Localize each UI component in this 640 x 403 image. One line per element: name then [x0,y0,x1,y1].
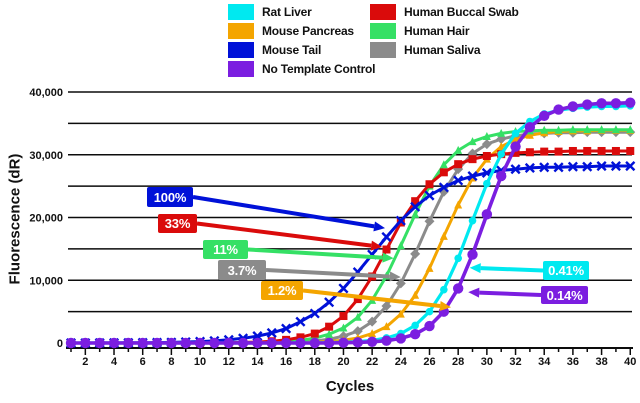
x-tick-label: 12 [223,356,235,368]
legend-label: Human Hair [404,24,470,38]
legend-swatch-rat-liver [228,4,254,20]
annotation-label-0-41-: 0.41% [543,261,589,280]
x-tick-label: 36 [567,356,579,368]
x-tick-label: 20 [337,356,349,368]
annotation-arrow-100- [192,195,375,229]
x-axis: 2 4 6 8 10 12 14 16 18 20 22 24 26 28 30 32 34 36 38 40 [66,347,636,368]
x-tick-label: 2 [82,356,88,368]
y-axis-title: Fluorescence (dR) [6,153,24,285]
legend-label: Rat Liver [262,5,312,19]
y-tick-label: 20,000 [29,213,63,225]
legend-item-mouse-tail: Mouse Tail [228,42,375,58]
legend-swatch-no-template-control [228,61,254,77]
legend-swatch-human-buccal-swab [370,4,396,20]
x-tick-label: 38 [595,356,607,368]
legend-item-mouse-pancreas: Mouse Pancreas [228,23,375,39]
x-tick-label: 30 [481,356,493,368]
x-tick-label: 18 [309,356,321,368]
x-tick-label: 10 [194,356,206,368]
annotation-label-100-: 100% [147,187,193,207]
annotation-label-1-2-: 1.2% [261,281,303,300]
x-tick-label: 6 [140,356,146,368]
x-tick-label: 32 [509,356,521,368]
x-tick-label: 26 [423,356,435,368]
annotation-arrow-33- [196,221,372,248]
annotation-arrow-0-14- [479,290,542,297]
legend-label: No Template Control [262,62,376,76]
annotation-label-0-14-: 0.14% [541,286,588,304]
legend-swatch-mouse-tail [228,42,254,58]
x-tick-label: 40 [624,356,636,368]
series-line-human-buccal-swab [69,149,632,345]
y-tick-label: 10,000 [29,275,63,287]
series-no-template-control [65,97,636,349]
annotation-arrow-0-41- [480,266,544,273]
annotation-label-3-7-: 3.7% [218,260,266,280]
series-line-no-template-control [69,100,633,345]
y-tick-label: 30,000 [29,150,63,162]
legend-label: Human Buccal Swab [404,5,519,19]
legend-column: Rat Liver Mouse Pancreas Mouse Tail No Temp… [228,4,376,77]
x-tick-label: 34 [538,356,551,368]
annotation-arrow-1-2- [302,288,441,308]
x-axis-title: Cycles [325,378,375,395]
annotation-arrow-3-7- [265,268,390,279]
legend-label: Mouse Tail [262,43,322,57]
legend-label: Human Saliva [404,43,481,57]
series-human-hair [67,125,635,347]
legend-label: Mouse Pancreas [262,24,354,38]
annotation-label-33-: 33% [158,214,197,233]
legend-swatch-human-hair [370,23,396,39]
x-tick-label: 28 [452,356,464,368]
legend-item-no-template-control: No Template Control [228,61,376,77]
annotation-label-11-: 11% [203,240,248,259]
legend-item-human-buccal-swab: Human Buccal Swab [370,4,519,20]
series-human-saliva [66,127,636,348]
legend-swatch-human-saliva [370,42,396,58]
x-tick-label: 22 [366,356,378,368]
legend-column: Human Buccal Swab Human Hair Human Saliva [370,4,519,58]
legend-swatch-mouse-pancreas [228,23,254,39]
x-tick-label: 4 [111,356,118,368]
annotation-arrows [192,195,544,311]
legend-item-human-hair: Human Hair [370,23,519,39]
annotation-arrow-11- [247,247,383,260]
y-tick-label: 0 [57,338,63,350]
y-tick-labels: 0 10,000 20,000 30,000 40,000 [29,87,63,350]
x-tick-label: 24 [395,356,408,368]
x-tick-label: 8 [168,356,174,368]
x-tick-label: 14 [251,356,264,368]
legend-item-human-saliva: Human Saliva [370,42,519,58]
x-tick-label: 16 [280,356,292,368]
series-human-buccal-swab [67,146,635,347]
series-mouse-pancreas [67,125,635,347]
legend-item-rat-liver: Rat Liver [228,4,375,20]
y-tick-label: 40,000 [29,87,63,99]
